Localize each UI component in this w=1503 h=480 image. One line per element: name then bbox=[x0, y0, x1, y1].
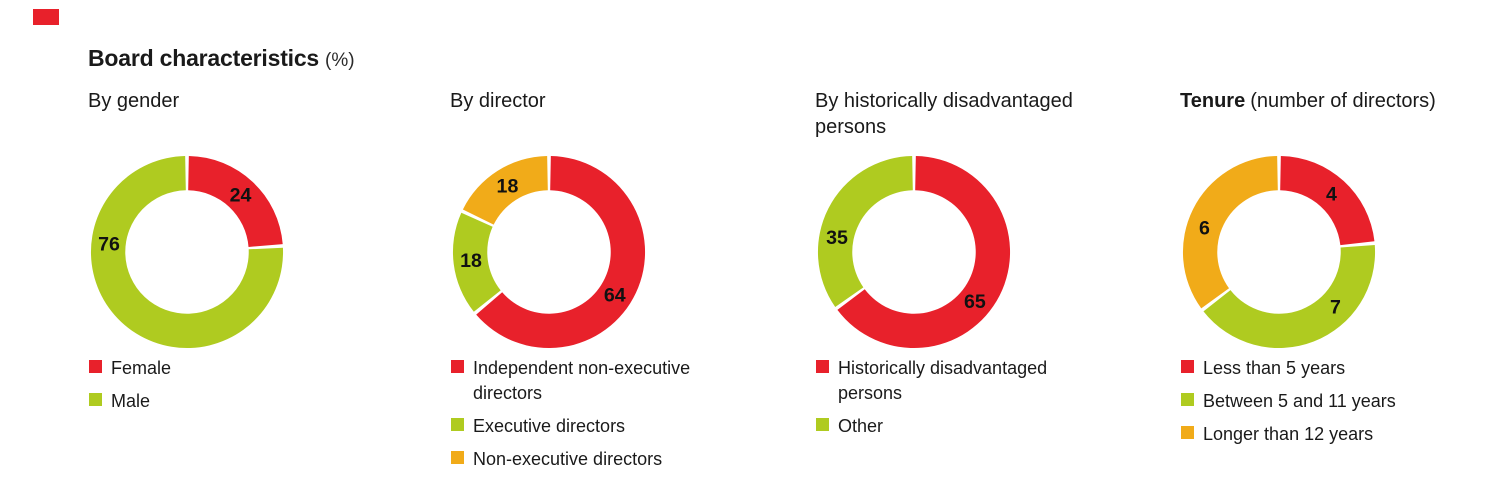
donut-chart: 64 18 18 bbox=[452, 155, 646, 349]
donut-chart-group: By director 64 18 18 Independent non-execu… bbox=[450, 88, 780, 469]
slice-value-label: 35 bbox=[826, 227, 848, 249]
slice-value-label: 7 bbox=[1330, 296, 1341, 318]
legend-label: Male bbox=[111, 391, 151, 411]
legend-item: Between 5 and 11 years bbox=[1181, 389, 1441, 414]
slice-value-label: 24 bbox=[230, 185, 252, 207]
legend-label: Other bbox=[838, 416, 884, 436]
page-title-text: Board characteristics bbox=[88, 45, 320, 71]
donut-slice-red bbox=[1280, 155, 1375, 246]
legend-label: Longer than 12 years bbox=[1203, 424, 1374, 444]
chart-title: By gender bbox=[88, 88, 388, 114]
legend-item: Longer than 12 years bbox=[1181, 422, 1441, 447]
legend-item: Male bbox=[89, 389, 349, 414]
legend-item: Executive directors bbox=[451, 414, 711, 439]
legend-label: Executive directors bbox=[473, 416, 626, 436]
legend-label: Female bbox=[111, 358, 172, 378]
chart-title-suffix: (number of directors) bbox=[1250, 90, 1436, 112]
chart-legend: Female Male bbox=[89, 356, 349, 422]
donut-wrap: 4 7 6 bbox=[1181, 154, 1377, 350]
slice-value-label: 6 bbox=[1199, 218, 1210, 240]
donut-chart: 4 7 6 bbox=[1182, 155, 1376, 349]
page-title-unit: (%) bbox=[325, 50, 355, 71]
donut-slice-red bbox=[476, 155, 646, 349]
donut-slice-green bbox=[817, 155, 913, 307]
legend-swatch-green bbox=[451, 418, 464, 431]
corner-tab bbox=[33, 9, 59, 25]
chart-title-text: Tenure bbox=[1180, 90, 1246, 112]
donut-wrap: 24 76 bbox=[89, 154, 285, 350]
chart-legend: Less than 5 years Between 5 and 11 years L… bbox=[1181, 356, 1441, 455]
chart-title: By historically disadvantaged persons bbox=[815, 88, 1115, 140]
slice-value-label: 18 bbox=[497, 175, 519, 197]
donut-slice-green bbox=[1203, 244, 1376, 349]
donut-wrap: 64 18 18 bbox=[451, 154, 647, 350]
page-title: Board characteristics (%) bbox=[88, 45, 355, 72]
donut-chart: 65 35 bbox=[817, 155, 1011, 349]
donut-chart-group: By historically disadvantaged persons 65… bbox=[815, 88, 1145, 436]
legend-swatch-red bbox=[451, 360, 464, 373]
donut-slice-orange bbox=[1182, 155, 1278, 309]
legend-item: Less than 5 years bbox=[1181, 356, 1441, 381]
legend-label: Independent non-executive directors bbox=[473, 358, 691, 403]
slice-value-label: 65 bbox=[964, 291, 986, 313]
legend-item: Independent non-executive directors bbox=[451, 356, 711, 406]
chart-title: Tenure (number of directors) bbox=[1180, 88, 1480, 114]
legend-item: Other bbox=[816, 414, 1076, 439]
donut-chart-group: By gender 24 76 Female Male bbox=[88, 88, 418, 411]
slice-value-label: 76 bbox=[98, 234, 120, 256]
legend-swatch-red bbox=[816, 360, 829, 373]
legend-label: Non-executive directors bbox=[473, 449, 663, 469]
donut-slice-green bbox=[90, 155, 284, 349]
legend-label: Between 5 and 11 years bbox=[1203, 391, 1396, 411]
donut-slice-orange bbox=[462, 155, 548, 225]
slice-value-label: 64 bbox=[604, 285, 626, 307]
legend-swatch-green bbox=[1181, 393, 1194, 406]
slice-value-label: 4 bbox=[1326, 184, 1337, 206]
legend-item: Female bbox=[89, 356, 349, 381]
chart-title-text: By historically disadvantaged persons bbox=[815, 90, 1073, 138]
donut-slice-red bbox=[837, 155, 1011, 349]
legend-swatch-red bbox=[89, 360, 102, 373]
legend-swatch-green bbox=[89, 393, 102, 406]
legend-swatch-orange bbox=[1181, 426, 1194, 439]
donut-wrap: 65 35 bbox=[816, 154, 1012, 350]
legend-swatch-green bbox=[816, 418, 829, 431]
donut-chart-group: Tenure (number of directors) 4 7 6 Less tha… bbox=[1180, 88, 1503, 444]
legend-swatch-red bbox=[1181, 360, 1194, 373]
legend-swatch-orange bbox=[451, 451, 464, 464]
chart-title: By director bbox=[450, 88, 750, 114]
legend-item: Historically disadvantaged persons bbox=[816, 356, 1076, 406]
chart-title-text: By gender bbox=[88, 90, 180, 112]
chart-legend: Historically disadvantaged persons Other bbox=[816, 356, 1076, 447]
donut-chart: 24 76 bbox=[90, 155, 284, 349]
chart-legend: Independent non-executive directors Execu… bbox=[451, 356, 711, 480]
legend-item: Non-executive directors bbox=[451, 447, 711, 472]
donut-slice-green bbox=[452, 212, 501, 312]
chart-title-text: By director bbox=[450, 90, 546, 112]
donut-slice-red bbox=[188, 155, 283, 247]
slice-value-label: 18 bbox=[460, 250, 482, 272]
legend-label: Less than 5 years bbox=[1203, 358, 1346, 378]
legend-label: Historically disadvantaged persons bbox=[838, 358, 1048, 403]
